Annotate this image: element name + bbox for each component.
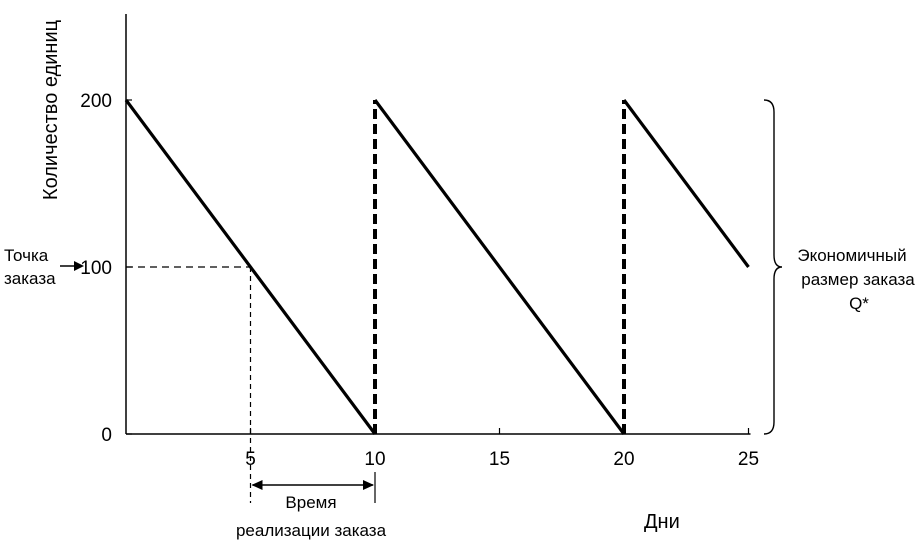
tick-labels: 5 10 15 20 25 0 100 200: [80, 91, 759, 470]
x-tick-label: 20: [613, 449, 634, 470]
inventory-series-1: [124, 99, 377, 435]
reorder-point-label-line1: Точка: [4, 246, 49, 265]
x-axis-title: Дни: [644, 511, 680, 533]
lead-time-label-line2: реализации заказа: [236, 521, 387, 540]
eoq-brace: [763, 99, 783, 435]
reorder-point-arrowhead-icon: [74, 261, 84, 271]
eoq-label-line1: Экономичный: [797, 246, 906, 265]
x-tick-label: 25: [738, 449, 759, 470]
eoq-label-line2: размер заказа: [801, 270, 915, 289]
y-tick-label: 0: [101, 425, 112, 446]
lead-time-left-arrowhead-icon: [251, 480, 263, 490]
reorder-point-label-line2: заказа: [4, 269, 56, 288]
x-tick-label: 5: [245, 449, 256, 470]
inventory-series-3: [622, 99, 750, 268]
inventory-series-2: [373, 99, 626, 435]
series-lines: [124, 99, 750, 435]
eoq-brace-path: [763, 99, 783, 435]
lead-time-label-line1: Время: [285, 493, 336, 512]
lead-time-right-arrowhead-icon: [363, 480, 374, 490]
eoq-label-line3: Q*: [849, 294, 869, 313]
y-tick-label: 100: [80, 258, 112, 279]
x-tick-label: 15: [489, 449, 510, 470]
guide-lines: [126, 266, 252, 503]
lead-time-bracket: [251, 472, 376, 503]
x-tick-label: 10: [364, 449, 385, 470]
y-axis-title: Количество единиц: [40, 20, 62, 200]
y-tick-label: 200: [80, 91, 112, 112]
